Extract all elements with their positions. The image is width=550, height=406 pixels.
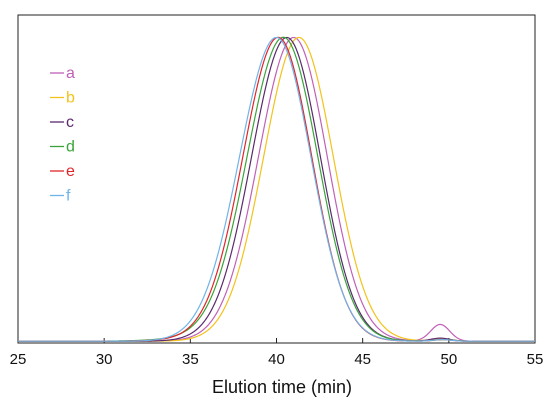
plot-frame xyxy=(17,14,536,344)
x-tick-label-30: 30 xyxy=(96,351,113,368)
series-line-d xyxy=(18,36,535,342)
series-line-b xyxy=(18,36,535,342)
series-line-c xyxy=(18,36,535,342)
x-tick-label-55: 55 xyxy=(527,351,544,368)
legend-label-a: a xyxy=(66,65,75,82)
x-tick-label-50: 50 xyxy=(440,351,457,368)
legend-label-c: c xyxy=(66,114,74,131)
series-layer xyxy=(18,36,535,342)
series-line-f xyxy=(18,36,535,342)
x-tick-label-40: 40 xyxy=(268,351,285,368)
series-line-e xyxy=(18,36,535,342)
legend-label-e: e xyxy=(66,163,75,180)
x-tick-label-45: 45 xyxy=(354,351,371,368)
x-tick-label-25: 25 xyxy=(10,351,27,368)
series-line-a xyxy=(18,36,535,342)
axes: 25 30 35 40 45 50 55 xyxy=(10,14,544,368)
legend-label-b: b xyxy=(66,90,75,107)
x-tick-label-35: 35 xyxy=(182,351,199,368)
legend-label-f: f xyxy=(66,188,71,205)
legend-label-d: d xyxy=(66,139,75,156)
x-axis-title: Elution time (min) xyxy=(212,377,352,397)
